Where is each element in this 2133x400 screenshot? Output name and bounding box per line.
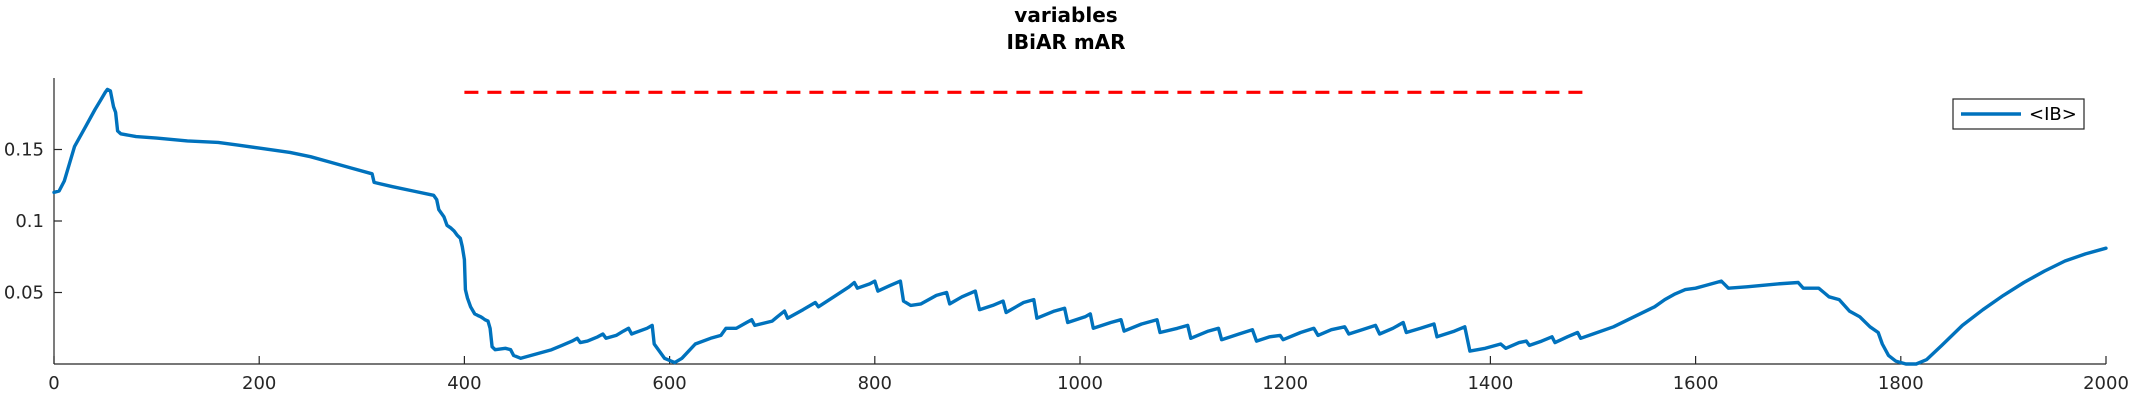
x-tick-label: 0 xyxy=(48,373,59,394)
y-tick-label: 0.05 xyxy=(4,283,44,304)
x-tick-label: 200 xyxy=(242,373,276,394)
chart-title: variables IBiAR mAR xyxy=(1006,3,1125,54)
x-tick-label: 600 xyxy=(652,373,686,394)
x-tick-label: 1400 xyxy=(1467,373,1513,394)
x-tick-label: 1200 xyxy=(1262,373,1308,394)
chart-title-line1: variables xyxy=(1014,3,1117,27)
plot-axes: 0 200 400 600 800 1000 1200 1400 1600 1800 2000 0.0… xyxy=(4,78,2129,394)
x-tick-label: 1800 xyxy=(1878,373,1924,394)
series-line-ib xyxy=(52,87,2108,366)
x-tick-label: 1000 xyxy=(1057,373,1103,394)
x-tick-label: 800 xyxy=(858,373,892,394)
x-tick-label: 1600 xyxy=(1673,373,1719,394)
x-tick-label: 400 xyxy=(447,373,481,394)
chart-title-line2: IBiAR mAR xyxy=(1006,30,1125,54)
plot-marks xyxy=(52,87,2108,366)
y-tick-label: 0.1 xyxy=(15,211,44,232)
x-tick-label: 2000 xyxy=(2083,373,2129,394)
legend: <IB> xyxy=(1952,98,2085,130)
legend-label: <IB> xyxy=(2029,104,2077,125)
y-tick-label: 0.15 xyxy=(4,140,44,161)
